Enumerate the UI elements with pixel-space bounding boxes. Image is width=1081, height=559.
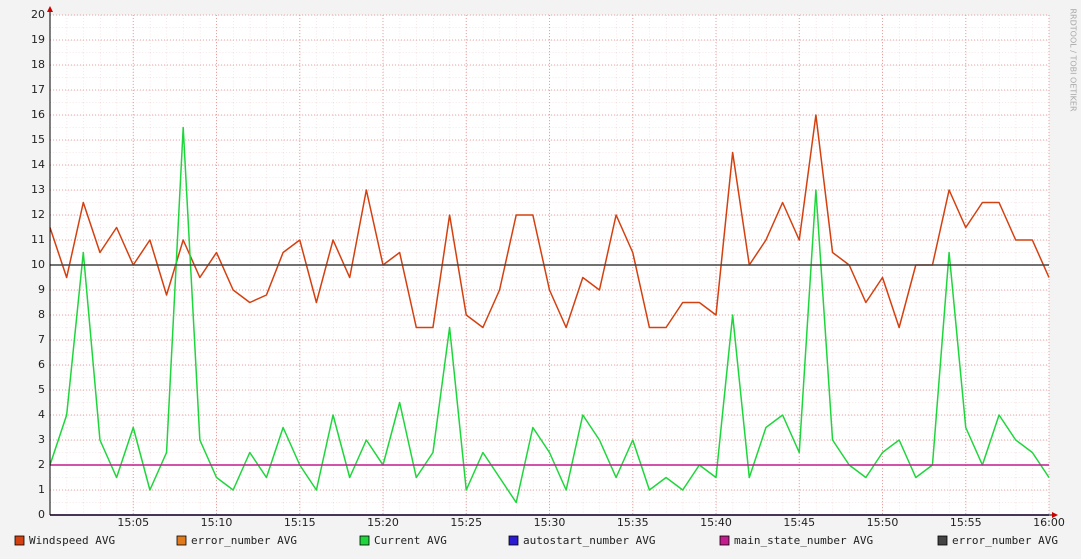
legend-label: main_state_number AVG [734, 534, 873, 547]
legend-swatch [14, 535, 25, 546]
x-tick-label: 15:05 [117, 516, 149, 529]
x-tick-label: 15:45 [783, 516, 815, 529]
legend-swatch [719, 535, 730, 546]
y-tick-label: 14 [31, 158, 45, 171]
legend-swatch [359, 535, 370, 546]
y-tick-label: 5 [38, 383, 45, 396]
y-tick-label: 18 [31, 58, 45, 71]
y-tick-label: 7 [38, 333, 45, 346]
legend-label: Windspeed AVG [29, 534, 115, 547]
legend-swatch [508, 535, 519, 546]
y-tick-label: 9 [38, 283, 45, 296]
x-tick-label: 15:55 [950, 516, 982, 529]
legend-swatch [937, 535, 948, 546]
y-tick-label: 16 [31, 108, 45, 121]
y-tick-label: 3 [38, 433, 45, 446]
x-tick-label: 16:00 [1033, 516, 1065, 529]
x-tick-label: 15:15 [284, 516, 316, 529]
y-tick-label: 17 [31, 83, 45, 96]
series-line [49, 114, 1050, 329]
y-tick-label: 4 [38, 408, 45, 421]
y-tick-label: 6 [38, 358, 45, 371]
y-tick-label: 10 [31, 258, 45, 271]
y-tick-label: 13 [31, 183, 45, 196]
legend-label: error_number AVG [191, 534, 297, 547]
y-tick-label: 1 [38, 483, 45, 496]
x-tick-label: 15:25 [450, 516, 482, 529]
y-tick-label: 20 [31, 8, 45, 21]
axis-arrow [47, 6, 53, 12]
x-tick-label: 15:35 [617, 516, 649, 529]
y-tick-label: 2 [38, 458, 45, 471]
x-tick-label: 15:20 [367, 516, 399, 529]
y-tick-label: 11 [31, 233, 45, 246]
y-tick-label: 0 [38, 508, 45, 521]
legend-label: Current AVG [374, 534, 447, 547]
y-tick-label: 12 [31, 208, 45, 221]
x-tick-label: 15:50 [867, 516, 899, 529]
watermark: RRDTOOL / TOBI OETIKER [1069, 8, 1078, 111]
x-tick-label: 15:40 [700, 516, 732, 529]
axis-arrow [1052, 512, 1058, 518]
legend-label: error_number AVG [952, 534, 1058, 547]
legend-swatch [176, 535, 187, 546]
x-tick-label: 15:10 [201, 516, 233, 529]
legend-label: autostart_number AVG [523, 534, 655, 547]
x-tick-label: 15:30 [534, 516, 566, 529]
y-tick-label: 15 [31, 133, 45, 146]
series-line [49, 126, 1050, 504]
y-tick-label: 19 [31, 33, 45, 46]
y-tick-label: 8 [38, 308, 45, 321]
